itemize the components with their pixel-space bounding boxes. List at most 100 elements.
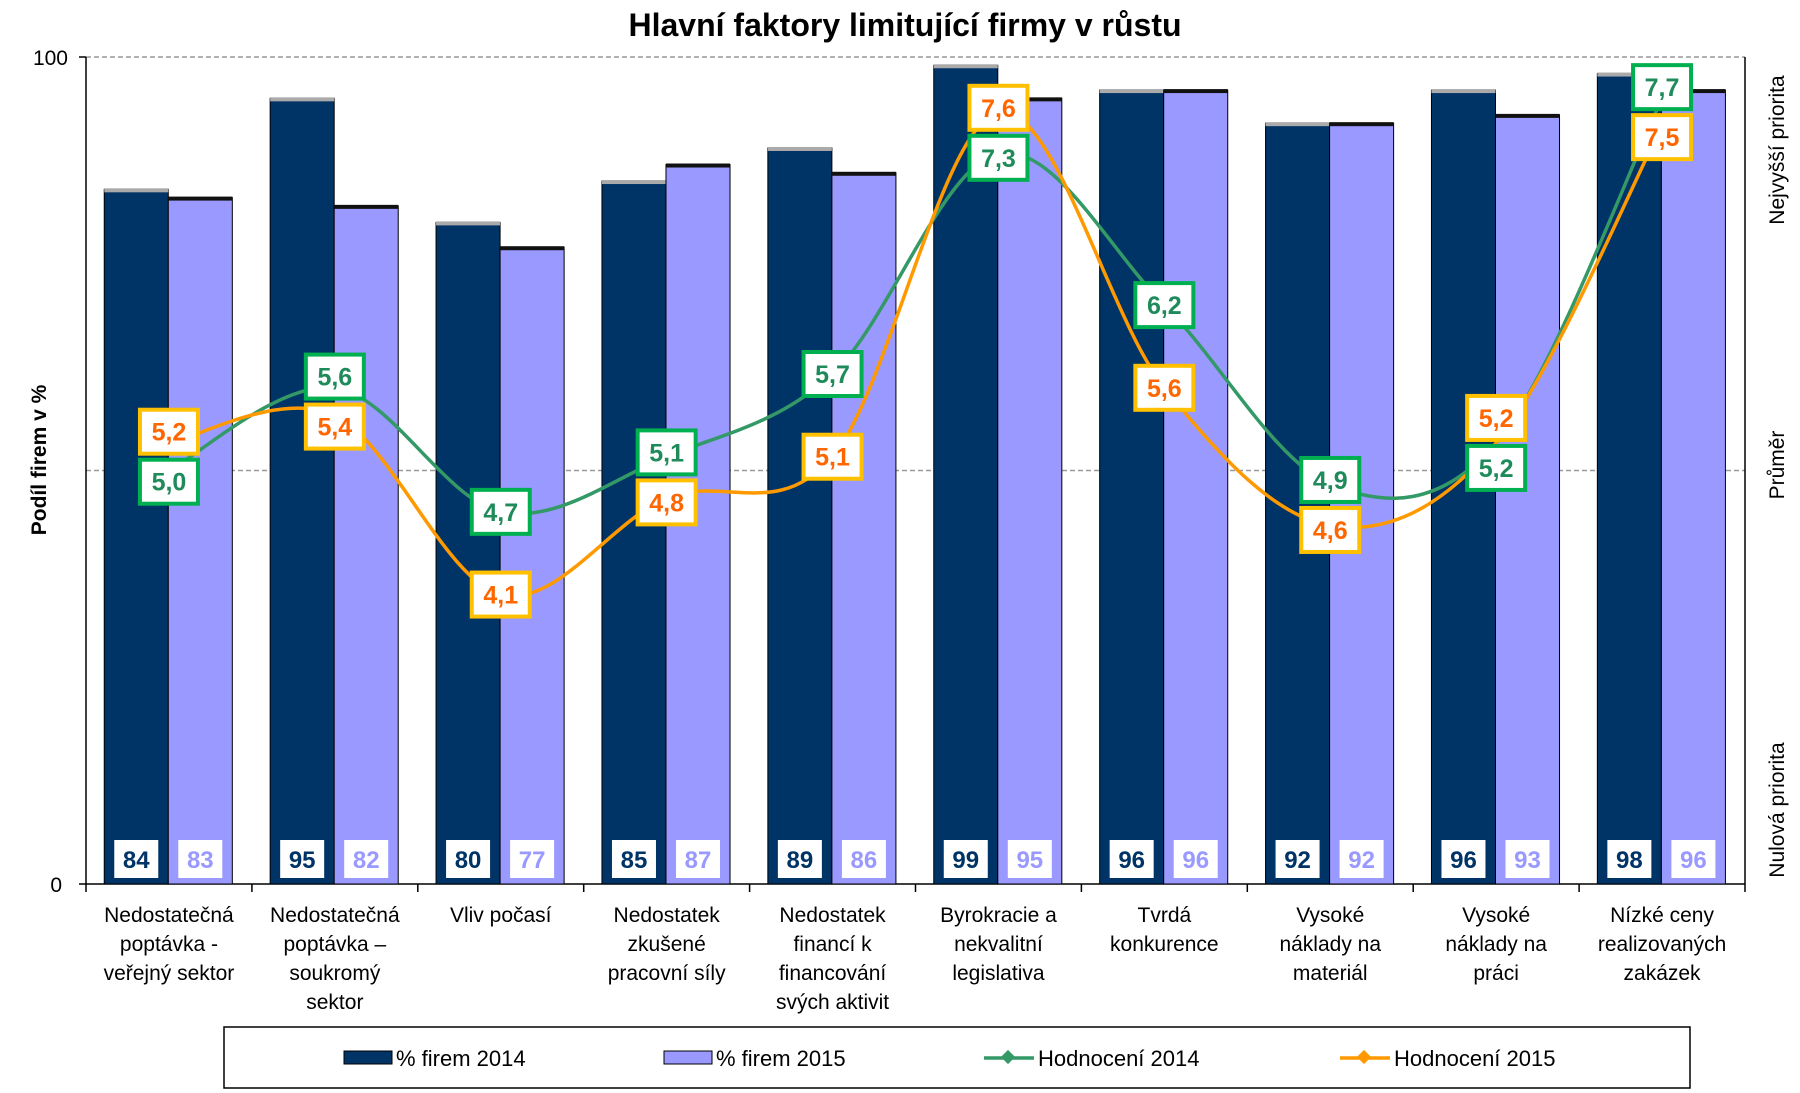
category-label-line: financí k [793, 933, 872, 956]
data-label: 4,9 [1313, 467, 1348, 495]
chart-title: Hlavní faktory limitující firmy v růstu [628, 7, 1181, 43]
bar-value-label: 80 [455, 847, 482, 874]
series-line-hodnocen-2014 [168, 97, 1664, 516]
category-label-line: materiál [1293, 962, 1368, 985]
data-label: 4,7 [483, 499, 518, 527]
bar-value-box [841, 840, 886, 878]
data-label-box [1465, 443, 1528, 492]
legend-label-hod2015: Hodnocení 2015 [1394, 1046, 1555, 1071]
bar-value-box [1109, 840, 1154, 878]
bar-value-box [1173, 840, 1218, 878]
category-label-line: pracovní síly [608, 962, 726, 985]
data-label-box [303, 402, 366, 451]
category-label-line: náklady na [1445, 933, 1547, 956]
y2-label-bottom: Nulová priorita [1766, 742, 1789, 878]
bar-value-label: 82 [353, 847, 380, 874]
bar-2015 [831, 172, 897, 885]
legend-label-2014: % firem 2014 [396, 1046, 526, 1071]
bar-value-box [1441, 840, 1486, 878]
bar-value-label: 85 [621, 847, 648, 874]
bar-value-box [611, 840, 656, 878]
bar-value-label: 92 [1348, 847, 1375, 874]
bar-top-edge [1163, 89, 1228, 94]
bar-value-label: 96 [1118, 847, 1145, 874]
bar-value-box [943, 840, 988, 878]
bar-top-edge [1495, 113, 1560, 118]
category-label-line: poptávka – [283, 933, 386, 956]
category-label-line: Tvrdá [1138, 904, 1192, 927]
bar-top-edge [1661, 89, 1726, 94]
bar-top-edge [270, 97, 335, 102]
y-tick-0: 0 [50, 874, 62, 897]
category-label-line: Nedostatečná [104, 904, 234, 927]
category-label: Vysoké náklady na práci [1445, 904, 1547, 985]
category-label: Nedostatečná poptávka - veřejný sektor [104, 904, 235, 985]
data-label-box [635, 478, 698, 527]
data-label-box [801, 432, 864, 481]
bar-top-edge [436, 221, 501, 226]
bar-2014 [269, 97, 335, 885]
legend-swatch-2014 [343, 1050, 393, 1065]
data-label-box [967, 133, 1030, 182]
category-label-line: Byrokracie a [940, 904, 1057, 927]
bar-2014 [767, 147, 833, 885]
data-label-box [1299, 505, 1362, 554]
category-label-line: legislativa [952, 962, 1045, 985]
category-label-line: práci [1473, 962, 1519, 985]
bar-value-label: 84 [123, 847, 150, 874]
bar-value-label: 77 [519, 847, 546, 874]
legend-marker-hod2014 [1000, 1049, 1016, 1065]
bar-top-edge [1431, 89, 1496, 94]
category-label-line: zkušené [628, 933, 706, 956]
bar-top-edge [104, 188, 169, 193]
bar-value-box [1275, 840, 1320, 878]
bar-value-label: 99 [952, 847, 979, 874]
data-label-box [303, 352, 366, 401]
bar-value-box [510, 840, 555, 878]
series-line-hodnocen-2015 [168, 110, 1664, 598]
bar-value-label: 92 [1284, 847, 1311, 874]
bar-value-label: 87 [685, 847, 712, 874]
category-label-line: náklady na [1279, 933, 1381, 956]
bar-top-edge [997, 97, 1062, 102]
data-label-box [1631, 113, 1694, 162]
bar-2014 [1099, 89, 1165, 885]
data-label: 7,7 [1645, 74, 1680, 102]
data-label-box [967, 83, 1030, 132]
category-label-line: Nízké ceny [1610, 904, 1714, 927]
legend-box [223, 1026, 1691, 1089]
bar-value-box [114, 840, 159, 878]
data-label: 5,7 [815, 361, 850, 389]
data-label: 7,5 [1645, 124, 1680, 152]
data-label: 4,8 [649, 489, 684, 517]
bar-value-box [178, 840, 223, 878]
legend-label-hod2014: Hodnocení 2014 [1038, 1046, 1199, 1071]
category-label: Nedostatek zkušené pracovní síly [608, 904, 726, 985]
bar-value-label: 96 [1182, 847, 1209, 874]
category-label: Byrokracie a nekvalitní legislativa [940, 904, 1057, 985]
bar-value-box [1339, 840, 1384, 878]
bar-value-box [1671, 840, 1716, 878]
data-label: 5,2 [152, 419, 187, 447]
bar-top-edge [665, 163, 731, 168]
bar-top-edge [168, 196, 233, 201]
bar-2015 [997, 97, 1063, 885]
bar-value-box [1007, 840, 1052, 878]
bar-2015 [167, 197, 233, 885]
bar-top-edge [334, 204, 399, 209]
y2-label-top: Nejvyšší priorita [1766, 75, 1789, 225]
category-label-line: Nedostatek [614, 904, 721, 927]
bar-value-label: 96 [1680, 847, 1707, 874]
data-label-box [1631, 63, 1694, 112]
bar-2014 [601, 180, 667, 885]
bar-top-edge [1329, 122, 1394, 127]
data-label-box [1299, 455, 1362, 504]
bar-value-box [280, 840, 325, 878]
y-tick-100: 100 [33, 47, 68, 70]
legend-label-2015: % firem 2015 [716, 1046, 846, 1071]
y-axis-label: Podíl firem v % [28, 384, 51, 535]
data-label: 5,6 [317, 364, 352, 392]
data-label-box [469, 487, 532, 536]
category-label-line: konkurence [1110, 933, 1219, 956]
